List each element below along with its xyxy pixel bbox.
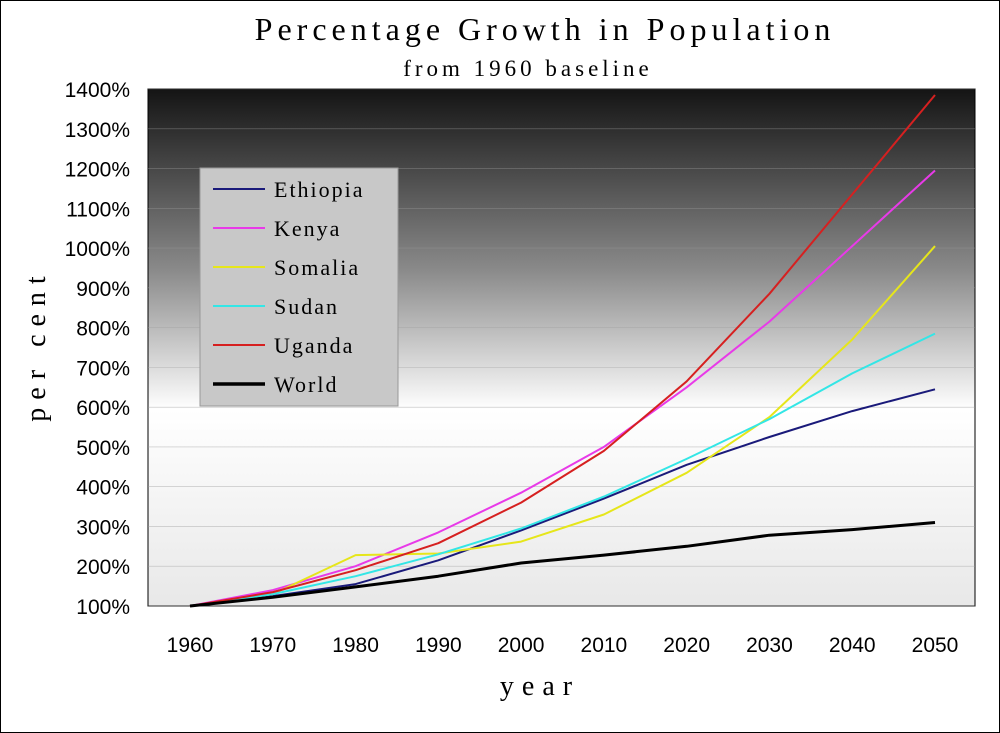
y-tick-label: 1000%: [65, 238, 130, 261]
x-axis-ticks: 1960 1970 1980 1990 2000 2010 2020 2030 2040 2050: [167, 634, 959, 657]
series-line-world: [189, 521, 936, 608]
y-axis-ticks: 100% 200% 300% 400% 500% 600% 700% 800% 900% 1000…: [65, 79, 130, 619]
x-tick-label: 2010: [581, 634, 628, 657]
x-tick-label: 2030: [746, 634, 793, 657]
legend-label-sudan: Sudan: [274, 294, 339, 319]
y-tick-label: 1200%: [65, 159, 130, 182]
legend-label-uganda: Uganda: [274, 333, 354, 358]
series-line-ethiopia: [189, 388, 936, 607]
y-tick-label: 200%: [76, 556, 130, 579]
x-tick-label: 1960: [167, 634, 214, 657]
legend-box: [199, 167, 399, 407]
x-tick-label: 2050: [912, 634, 959, 657]
x-tick-label: 1980: [332, 634, 379, 657]
legend-label-ethiopia: Ethiopia: [274, 177, 365, 202]
series-line-uganda: [189, 94, 936, 607]
x-tick-label: 2020: [663, 634, 710, 657]
legend: Ethiopia Kenya Somalia Sudan Uganda World: [199, 167, 399, 407]
x-tick-label: 2040: [829, 634, 876, 657]
chart-subtitle: from 1960 baseline: [403, 56, 653, 81]
y-tick-label: 600%: [76, 397, 130, 420]
y-tick-label: 800%: [76, 318, 130, 341]
x-tick-label: 2000: [498, 634, 545, 657]
y-tick-label: 500%: [76, 437, 130, 460]
y-tick-label: 900%: [76, 278, 130, 301]
y-axis-label: per cent: [21, 268, 52, 421]
x-tick-label: 1970: [249, 634, 296, 657]
y-tick-label: 1400%: [65, 79, 130, 102]
y-tick-label: 1300%: [65, 119, 130, 142]
y-tick-label: 100%: [76, 596, 130, 619]
x-axis-label: year: [500, 671, 580, 702]
y-tick-label: 300%: [76, 516, 130, 539]
y-tick-label: 1100%: [66, 198, 130, 221]
legend-label-kenya: Kenya: [274, 216, 341, 241]
series-line-somalia: [189, 245, 936, 607]
legend-label-somalia: Somalia: [274, 255, 360, 280]
series-lines: [189, 94, 936, 608]
x-tick-label: 1990: [415, 634, 462, 657]
chart-title: Percentage Growth in Population: [255, 11, 836, 47]
y-tick-label: 700%: [76, 357, 130, 380]
legend-label-world: World: [274, 372, 338, 397]
y-tick-label: 400%: [76, 477, 130, 500]
series-line-kenya: [189, 169, 936, 607]
series-line-sudan: [189, 332, 936, 607]
